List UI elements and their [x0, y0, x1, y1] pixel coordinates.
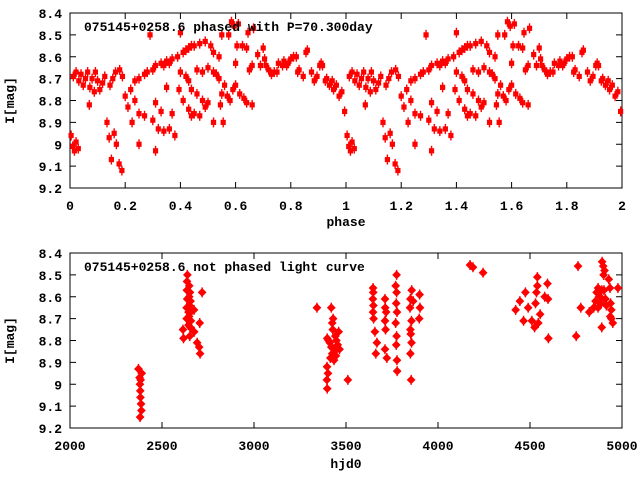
x-tick-label: 5000	[606, 439, 637, 454]
top-panel-title: 075145+0258.6 phased with P=70.300day	[84, 20, 373, 35]
x-tick-label: 0.6	[224, 199, 248, 214]
unphased-scatter-points	[134, 256, 623, 423]
phased-scatter-points	[68, 16, 624, 176]
x-tick-label: 1.6	[500, 199, 524, 214]
y-tick-label: 8.6	[39, 291, 63, 306]
y-tick-label: 8.4	[39, 247, 63, 262]
x-tick-label: 0.4	[169, 199, 193, 214]
x-tick-label: 0.2	[113, 199, 137, 214]
y-tick-label: 8.6	[39, 51, 63, 66]
top-panel-border	[69, 12, 623, 189]
y-tick-label: 8.5	[39, 269, 63, 284]
x-tick-label: 1	[342, 199, 350, 214]
bottom-panel	[69, 252, 623, 429]
bottom-panel-title: 075145+0258.6 not phased light curve	[84, 260, 365, 275]
x-tick-label: 1.4	[445, 199, 469, 214]
y-tick-label: 8.9	[39, 116, 63, 131]
y-tick-label: 9.1	[39, 400, 63, 415]
y-tick-label: 8.8	[39, 95, 63, 110]
x-tick-label: 2	[618, 199, 626, 214]
x-tick-label: 4500	[514, 439, 545, 454]
y-tick-label: 8.7	[39, 73, 62, 88]
x-tick-label: 2000	[54, 439, 85, 454]
bottom-x-axis-label: hjd0	[330, 457, 361, 472]
x-tick-label: 2500	[146, 439, 177, 454]
y-tick-label: 9.2	[39, 182, 63, 197]
y-tick-label: 9	[54, 138, 62, 153]
x-tick-label: 0	[66, 199, 74, 214]
x-tick-label: 3000	[238, 439, 269, 454]
x-tick-label: 3500	[330, 439, 361, 454]
y-tick-label: 8.8	[39, 335, 63, 350]
y-tick-label: 8.4	[39, 7, 63, 22]
y-tick-label: 8.5	[39, 29, 63, 44]
x-tick-label: 4000	[422, 439, 453, 454]
x-tick-label: 1.8	[555, 199, 579, 214]
top-y-axis-label: I[mag]	[3, 77, 18, 124]
bottom-y-axis-label: I[mag]	[3, 317, 18, 364]
y-tick-label: 9.1	[39, 160, 63, 175]
y-tick-label: 9	[54, 378, 62, 393]
top-panel	[68, 12, 624, 189]
x-tick-label: 0.8	[279, 199, 303, 214]
top-x-axis-label: phase	[326, 215, 365, 230]
y-tick-label: 8.9	[39, 356, 63, 371]
x-tick-label: 1.2	[389, 199, 413, 214]
y-tick-label: 8.7	[39, 313, 62, 328]
y-tick-label: 9.2	[39, 422, 63, 437]
